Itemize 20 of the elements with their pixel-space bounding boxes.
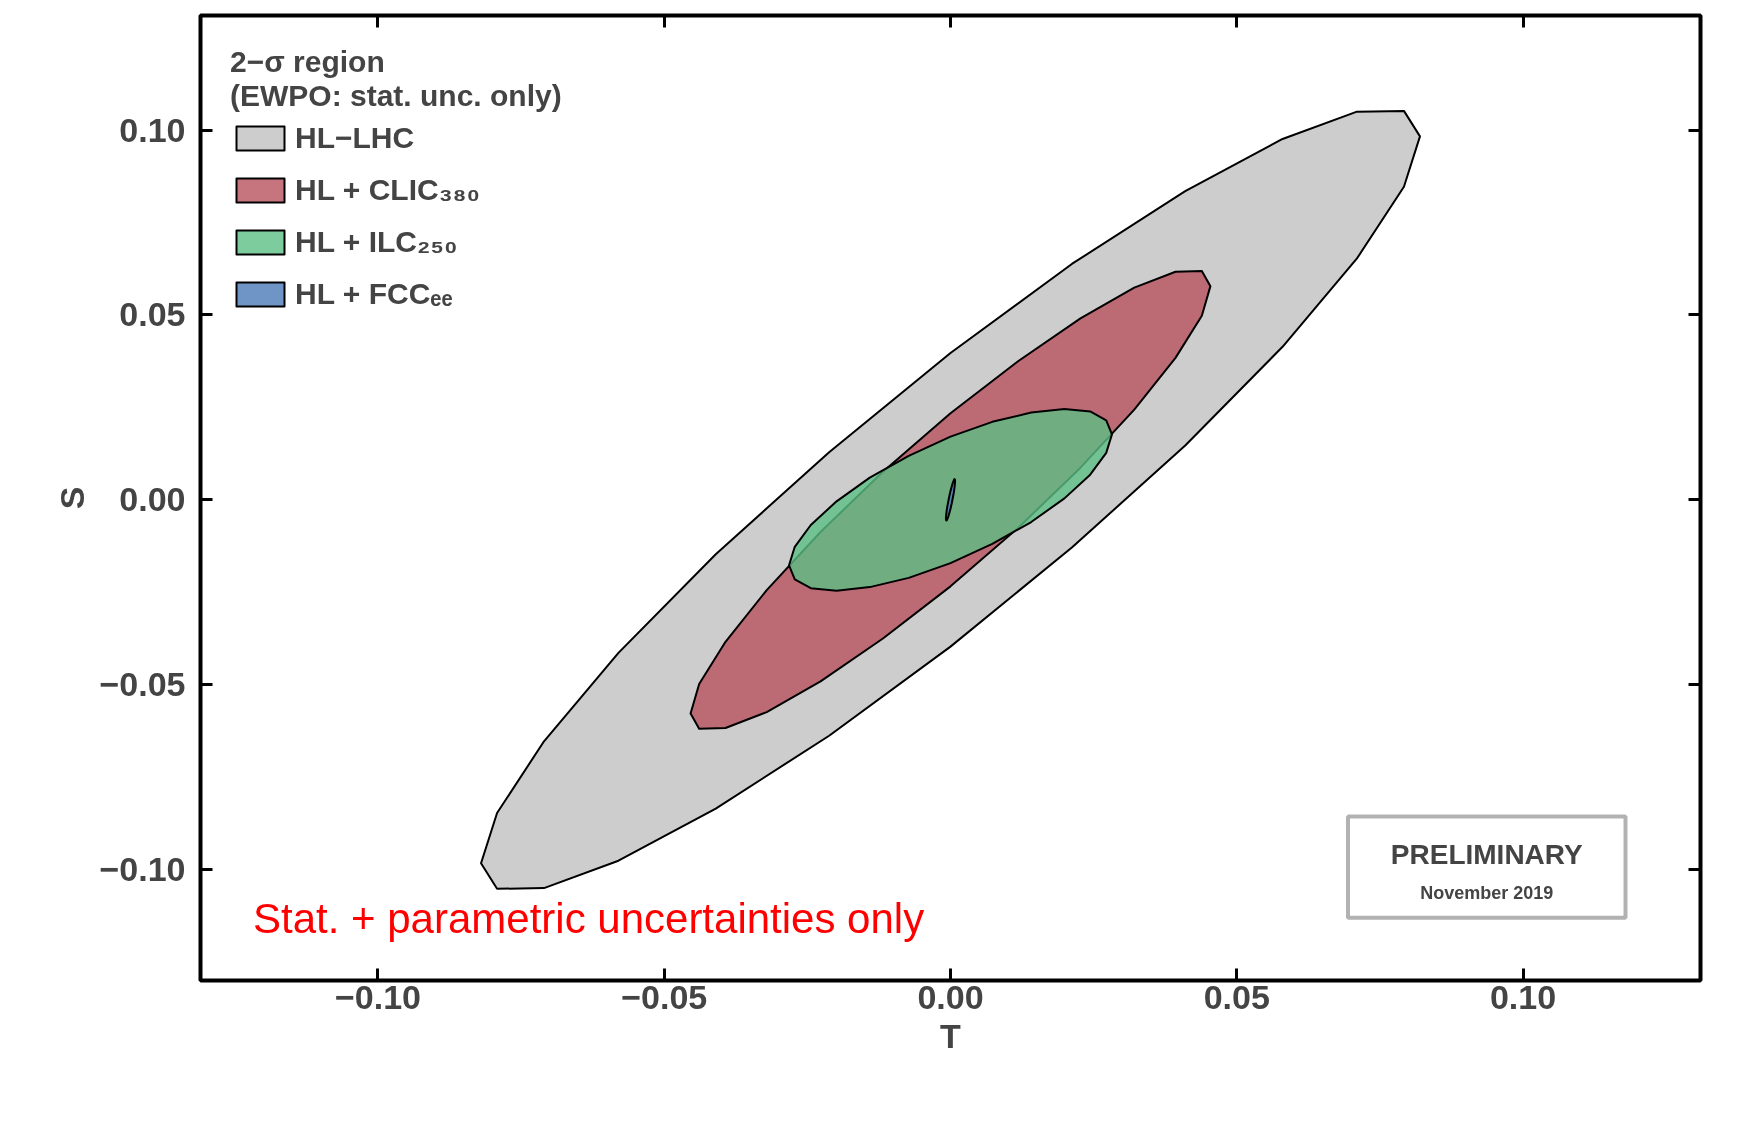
legend-label: HL + CLIC₃₈₀ [295, 172, 481, 208]
legend-label: HL + ILC₂₅₀ [295, 224, 458, 260]
annotation: November 2019 [1420, 883, 1554, 904]
x-tick-label: 0.00 [917, 977, 984, 1016]
x-tick-label: 0.10 [1489, 977, 1557, 1016]
legend-label: HL−LHC [295, 120, 415, 156]
y-tick-label: −0.05 [99, 665, 186, 704]
y-tick-label: −0.10 [99, 850, 186, 889]
x-axis-title: T [940, 1016, 962, 1055]
x-tick-label: 0.05 [1203, 977, 1270, 1016]
x-tick-label: −0.05 [621, 977, 708, 1016]
y-tick-label: 0.10 [119, 110, 186, 149]
legend-title: 2−σ region (EWPO: stat. unc. only) [230, 45, 562, 113]
y-axis-title: S [53, 486, 92, 510]
y-tick-label: 0.05 [119, 295, 186, 334]
legend-label: HL + FCCₑₑ [295, 276, 453, 312]
annotation: PRELIMINARY [1390, 838, 1583, 870]
annotation: Stat. + parametric uncertainties only [253, 894, 925, 942]
x-tick-label: −0.10 [334, 977, 421, 1016]
y-tick-label: 0.00 [119, 480, 186, 519]
